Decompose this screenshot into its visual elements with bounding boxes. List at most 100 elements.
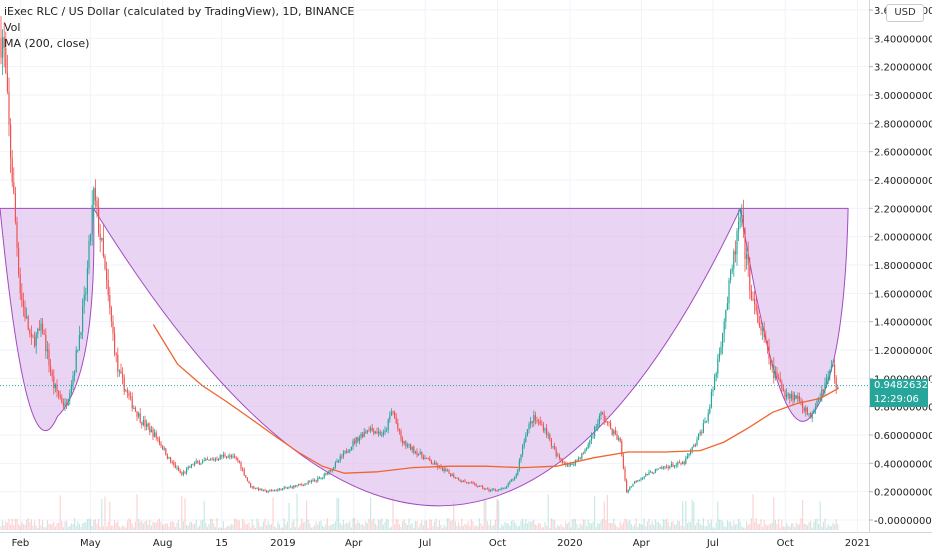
candle-body — [54, 384, 56, 389]
volume-bar — [258, 521, 260, 530]
volume-bar — [442, 527, 444, 530]
cup-and-handle-pattern[interactable] — [0, 207, 849, 507]
candle-body — [58, 391, 60, 396]
volume-bar — [595, 527, 597, 530]
volume-bar — [122, 525, 124, 530]
candle-body — [243, 469, 245, 476]
candle-body — [456, 477, 458, 479]
volume-bar — [522, 518, 524, 530]
volume-bar — [206, 526, 208, 530]
candle-body — [125, 390, 127, 392]
volume-bar — [800, 518, 802, 530]
volume-bar — [392, 496, 394, 530]
candle-body — [115, 353, 117, 355]
candle-body — [586, 448, 588, 450]
volume-bar — [686, 523, 688, 530]
volume-bar — [370, 497, 372, 530]
volume-bar — [163, 524, 165, 530]
candle-body — [42, 323, 44, 334]
volume-bar — [181, 496, 183, 530]
candle-body — [114, 333, 116, 354]
time-tick-label: 15 — [215, 538, 228, 549]
time-axis[interactable]: Feb May Aug 15 2019 Apr Jul Oct 2020 Apr Jul Oct 202… — [12, 538, 871, 549]
volume-bar — [728, 521, 730, 530]
handle-shape — [739, 207, 849, 422]
candle-body — [146, 423, 148, 427]
candle-body — [803, 407, 805, 412]
chart-title[interactable]: iExec RLC / US Dollar (calculated by Tra… — [4, 5, 355, 18]
candle-body — [227, 456, 229, 458]
volume-bar — [325, 523, 327, 530]
candle-body — [512, 479, 514, 481]
volume-bar — [614, 524, 616, 530]
volume-bar — [478, 518, 480, 530]
price-tick-label: 0.20000000 — [874, 488, 932, 499]
candle-body — [626, 480, 628, 493]
volume-bar — [659, 523, 661, 530]
volume-bar — [794, 527, 796, 530]
volume-bar — [514, 521, 516, 530]
currency-unit-button[interactable]: USD — [886, 4, 924, 22]
candle-body — [389, 415, 391, 420]
candle-body — [474, 482, 476, 484]
candle-body — [606, 421, 608, 423]
volume-bar — [382, 524, 384, 530]
volume-bar — [587, 519, 589, 530]
volume-bar — [221, 527, 223, 530]
volume-bar — [720, 519, 722, 530]
candle-body — [270, 490, 272, 492]
time-tick-label: Apr — [633, 538, 651, 549]
candle-body — [96, 200, 98, 207]
candle-body — [451, 474, 453, 477]
candle-body — [288, 486, 290, 488]
volume-label[interactable]: Vol — [4, 21, 21, 34]
candle-body — [666, 466, 668, 468]
candle-body — [139, 413, 141, 423]
candle-body — [165, 448, 167, 456]
volume-bar — [754, 521, 756, 530]
candle-body — [162, 445, 164, 450]
volume-bar — [656, 521, 658, 530]
volume-bar — [445, 526, 447, 530]
volume-bar — [725, 526, 727, 530]
candle-body — [760, 325, 762, 331]
volume-bar — [682, 501, 684, 530]
candle-body — [619, 438, 621, 442]
volume-bar — [685, 500, 687, 530]
candle-body — [37, 328, 39, 335]
volume-bar — [712, 527, 714, 530]
volume-bar — [717, 501, 719, 530]
volume-bar — [341, 524, 343, 530]
candle-body — [328, 470, 330, 475]
volume-bar — [667, 521, 669, 530]
candle-body — [203, 460, 205, 462]
ma-200-line — [152, 324, 840, 474]
candle-body — [117, 354, 119, 372]
ma-label[interactable]: MA (200, close) — [4, 37, 90, 50]
candle-body — [568, 464, 570, 466]
volume-bar — [3, 525, 5, 530]
candle-body — [629, 487, 631, 490]
candle-body — [566, 464, 568, 466]
volume-bar — [373, 518, 375, 530]
volume-bar — [426, 520, 428, 530]
candle-body — [571, 463, 573, 465]
volume-bar — [70, 523, 72, 530]
candle-body — [659, 467, 661, 469]
candle-body — [560, 458, 562, 461]
volume-bar — [424, 520, 426, 530]
volume-bar — [619, 521, 621, 530]
candle-body — [155, 432, 157, 438]
volume-bar — [787, 525, 789, 530]
candle-body — [194, 462, 196, 466]
volume-bar — [278, 524, 280, 530]
volume-bar — [35, 525, 37, 530]
volume-bar — [150, 525, 152, 530]
candle-body — [392, 411, 394, 413]
volume-bar — [834, 524, 836, 530]
volume-bar — [306, 500, 308, 530]
candle-body — [491, 489, 493, 491]
price-axis[interactable]: 3.600000003.400000003.200000003.00000000… — [869, 6, 932, 527]
volume-bar — [402, 521, 404, 530]
